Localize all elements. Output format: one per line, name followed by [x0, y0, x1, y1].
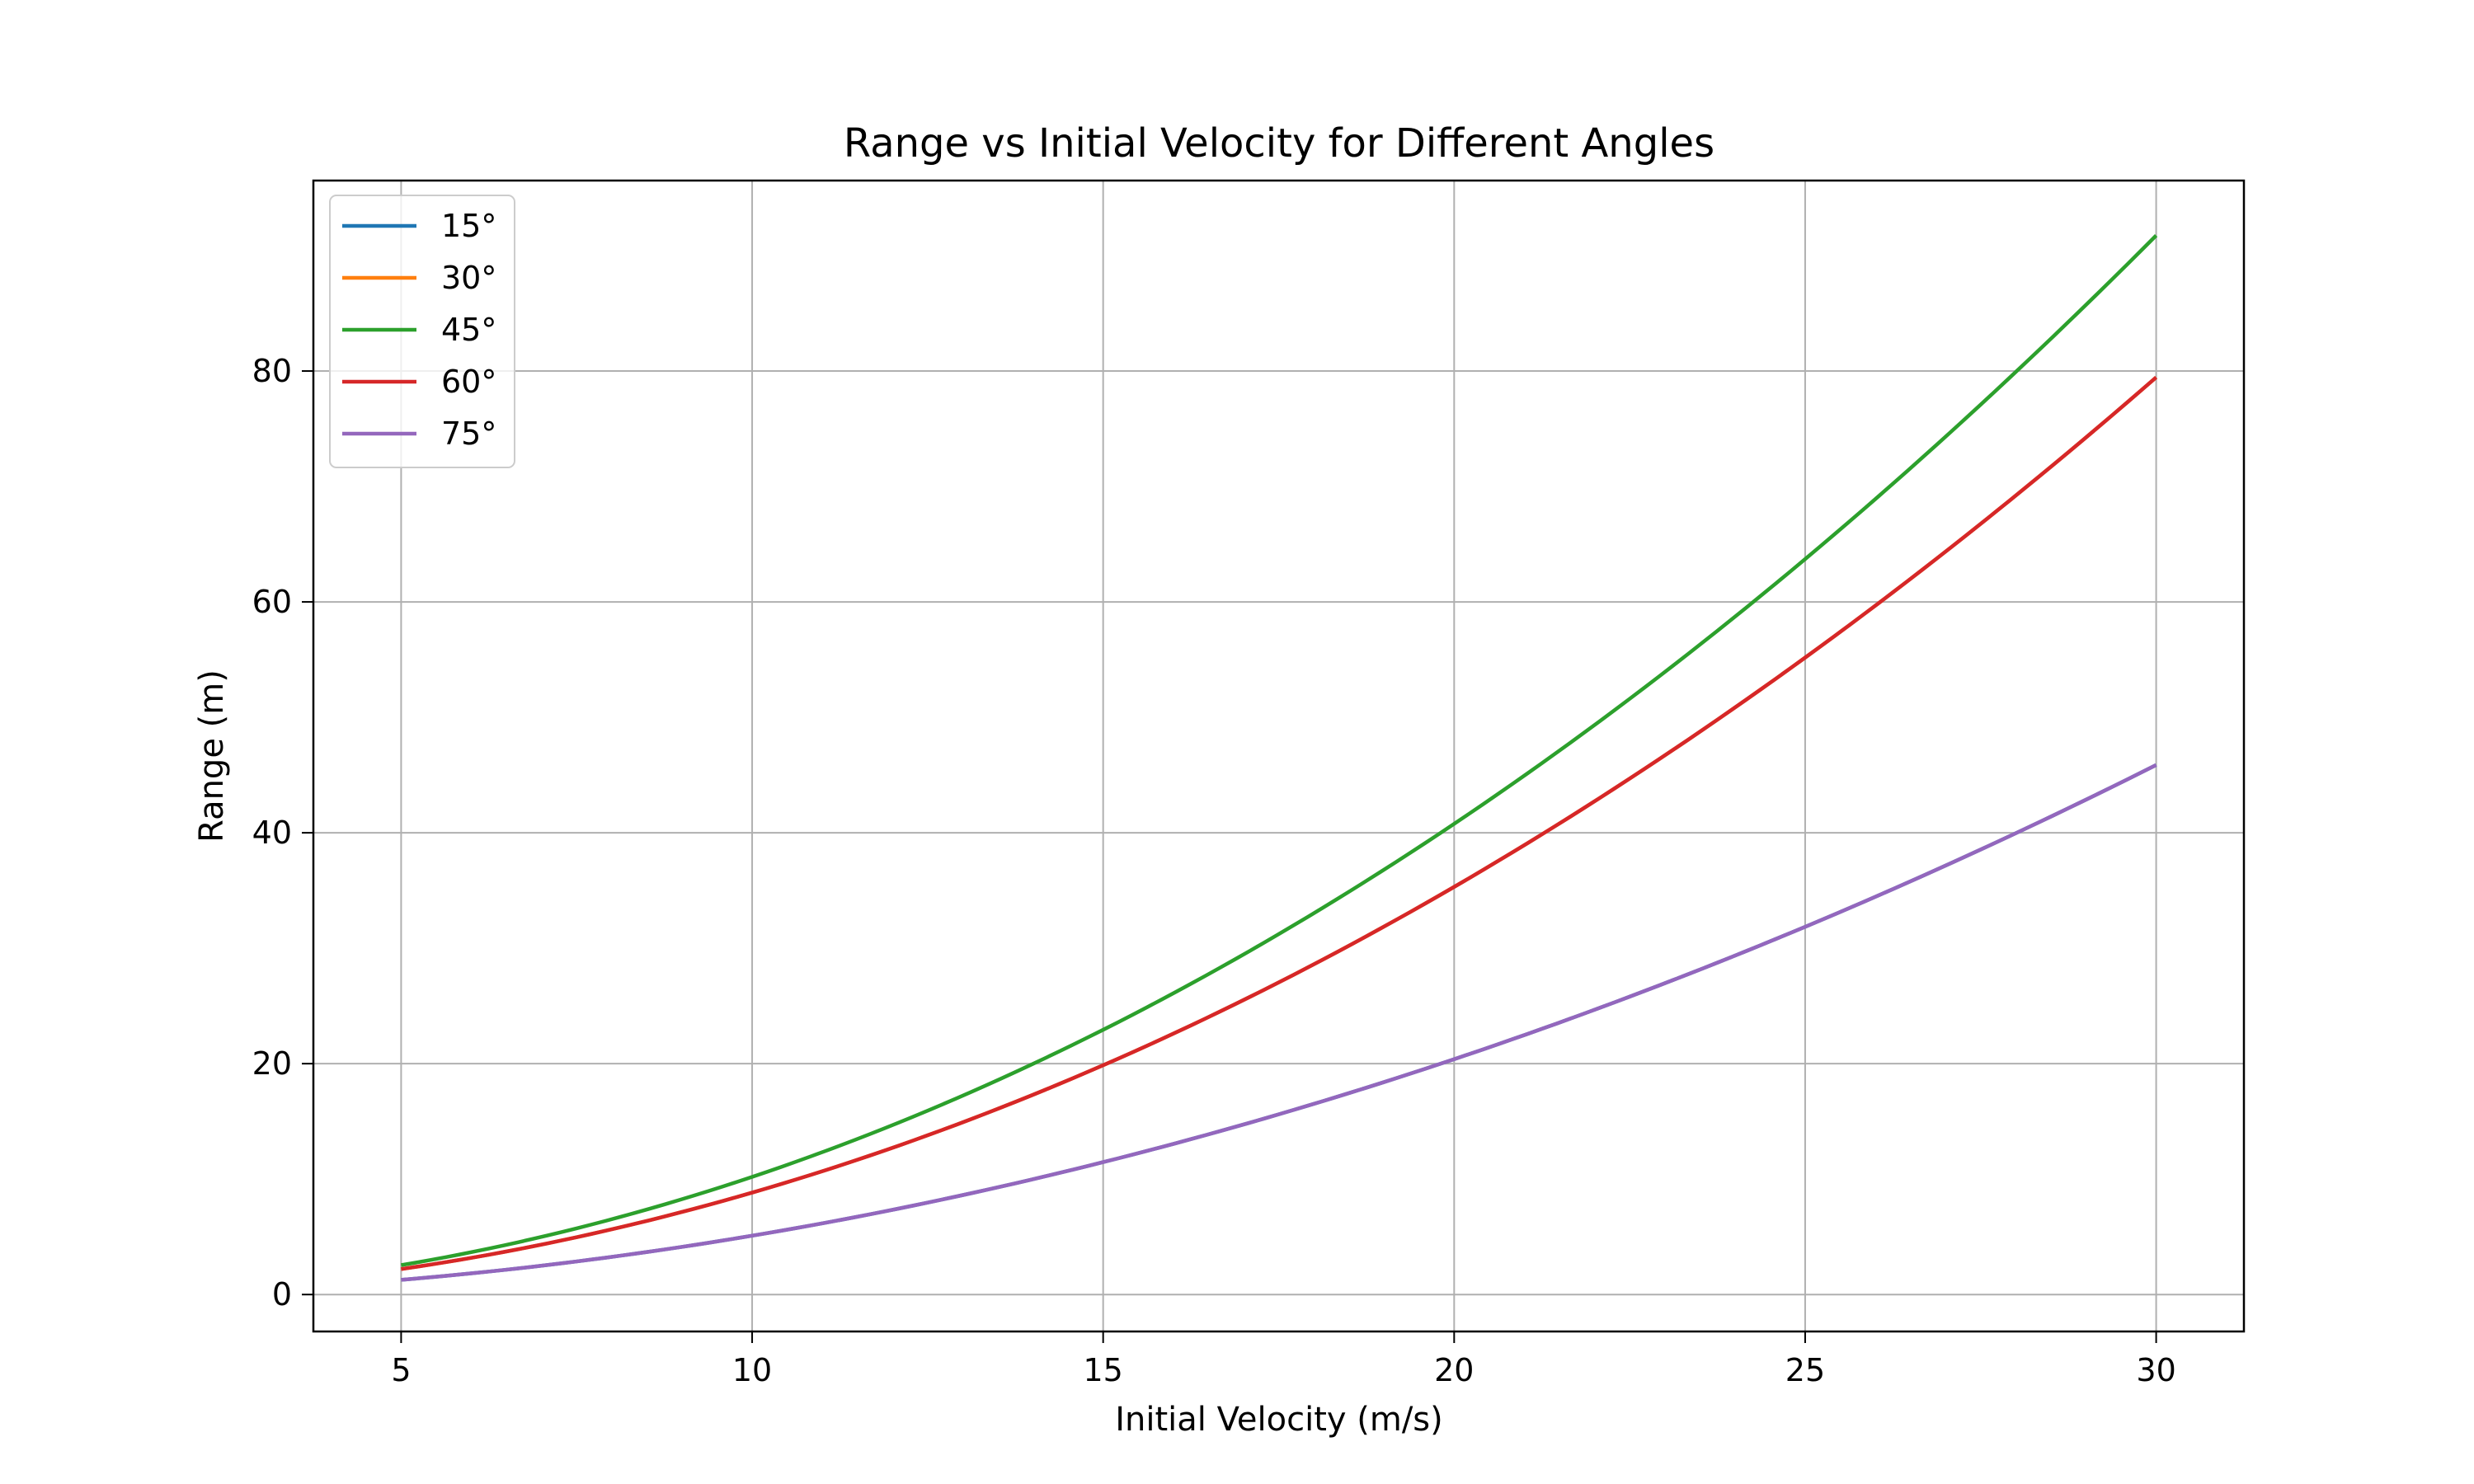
x-axis-label: Initial Velocity (m/s) — [1115, 1401, 1443, 1439]
legend-label: 60° — [441, 364, 496, 400]
series-line-4 — [401, 763, 2157, 1282]
x-tick-label: 10 — [732, 1352, 772, 1388]
legend-box — [329, 195, 515, 468]
plot-frame — [312, 179, 2246, 1333]
chart-title: Range vs Initial Velocity for Different … — [844, 120, 1714, 167]
x-tick-label: 30 — [2136, 1352, 2175, 1388]
y-tick-label: 0 — [272, 1276, 292, 1313]
legend-entries: 15° 30° 45° 60° 75° — [342, 208, 496, 452]
legend-label: 15° — [441, 208, 496, 244]
x-axis-ticks: 5 10 15 20 25 30 — [391, 1331, 2176, 1388]
legend-label: 30° — [441, 260, 496, 296]
x-tick-label: 25 — [1785, 1352, 1825, 1388]
series-line-3 — [401, 375, 2158, 1271]
y-tick-label: 80 — [252, 353, 292, 389]
legend-label: 45° — [441, 312, 496, 348]
y-axis-ticks: 0 20 40 60 80 — [252, 353, 313, 1313]
legend: 15° 30° 45° 60° 75° — [329, 195, 515, 468]
x-tick-label: 20 — [1434, 1352, 1474, 1388]
series-line-2 — [401, 234, 2158, 1267]
y-axis-label: Range (m) — [193, 669, 231, 843]
y-tick-label: 60 — [252, 584, 292, 620]
x-tick-label: 5 — [391, 1352, 411, 1388]
y-tick-label: 20 — [252, 1045, 292, 1082]
y-tick-label: 40 — [252, 815, 292, 851]
series-lines — [401, 234, 2158, 1282]
legend-label: 75° — [441, 416, 496, 452]
x-tick-label: 15 — [1084, 1352, 1123, 1388]
grid-lines — [313, 181, 2244, 1331]
